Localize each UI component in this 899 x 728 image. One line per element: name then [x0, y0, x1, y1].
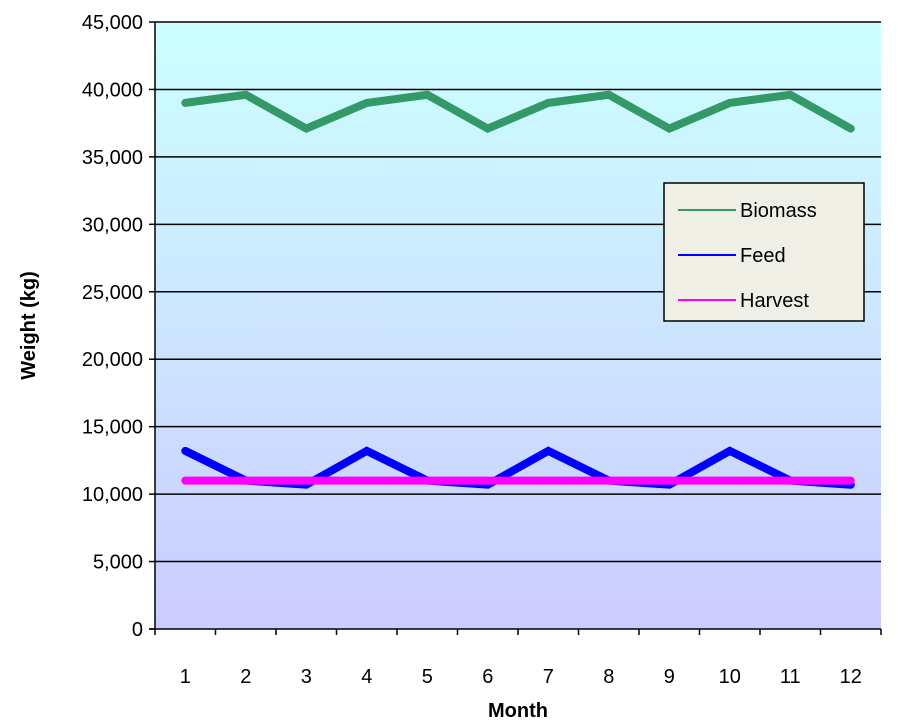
x-tick-label: 12: [840, 666, 862, 688]
legend-box: [663, 182, 865, 322]
y-tick-label: 35,000: [82, 147, 143, 169]
data-point: [547, 450, 549, 452]
data-point: [547, 102, 549, 104]
data-point: [184, 480, 186, 482]
data-point: [668, 480, 670, 482]
x-tick-label: 3: [301, 666, 312, 688]
data-point: [426, 480, 428, 482]
y-tick-label: 25,000: [82, 282, 143, 304]
y-tick-label: 10,000: [82, 484, 143, 506]
data-point: [608, 480, 610, 482]
data-point: [245, 480, 247, 482]
y-tick-label: 0: [132, 619, 143, 641]
gridlines: [155, 21, 881, 563]
x-axis-label: Month: [488, 700, 548, 722]
data-point: [366, 480, 368, 482]
x-tick-label: 9: [664, 666, 675, 688]
data-point: [305, 480, 307, 482]
legend: Biomass Feed Harvest: [663, 182, 865, 322]
y-axis-ticks: 0 5,000 10,000 15,000 20,000 25,000 30,000 35,0…: [82, 12, 155, 641]
data-point: [789, 94, 791, 96]
x-tick-label: 8: [603, 666, 614, 688]
x-tick-label: 6: [482, 666, 493, 688]
data-point: [729, 480, 731, 482]
y-tick-label: 45,000: [82, 12, 143, 34]
y-tick-label: 5,000: [93, 552, 143, 574]
x-tick-label: 11: [780, 666, 801, 688]
x-tick-label: 2: [240, 666, 251, 688]
y-tick-label: 40,000: [82, 79, 143, 101]
data-point: [608, 94, 610, 96]
data-point: [366, 450, 368, 452]
data-point: [245, 94, 247, 96]
x-tick-label: 4: [361, 666, 372, 688]
data-point: [487, 128, 489, 130]
legend-label: Feed: [740, 245, 786, 267]
data-point: [184, 102, 186, 104]
legend-label: Biomass: [740, 200, 817, 222]
legend-label: Harvest: [740, 290, 809, 312]
x-tick-label: 7: [543, 666, 554, 688]
data-point: [850, 480, 852, 482]
series-layer: [181, 90, 855, 489]
data-point: [184, 450, 186, 452]
x-tick-label: 1: [180, 666, 191, 688]
data-point: [487, 480, 489, 482]
data-point: [729, 450, 731, 452]
x-axis-ticks: 1 2 3 4 5 6 7 8 9 10 11 12: [154, 629, 882, 688]
x-tick-label: 5: [422, 666, 433, 688]
data-point: [668, 128, 670, 130]
data-point: [789, 480, 791, 482]
y-tick-label: 20,000: [82, 349, 143, 371]
data-point: [366, 102, 368, 104]
y-tick-label: 30,000: [82, 214, 143, 236]
y-tick-label: 15,000: [82, 417, 143, 439]
x-tick-label: 10: [719, 666, 741, 688]
axes: [149, 22, 881, 630]
plot-area: [155, 22, 881, 629]
y-axis-label: Weight (kg): [18, 271, 40, 380]
series-line-biomass: [181, 90, 855, 134]
data-point: [547, 480, 549, 482]
data-point: [426, 94, 428, 96]
data-point: [729, 102, 731, 104]
data-point: [305, 128, 307, 130]
data-point: [850, 128, 852, 130]
